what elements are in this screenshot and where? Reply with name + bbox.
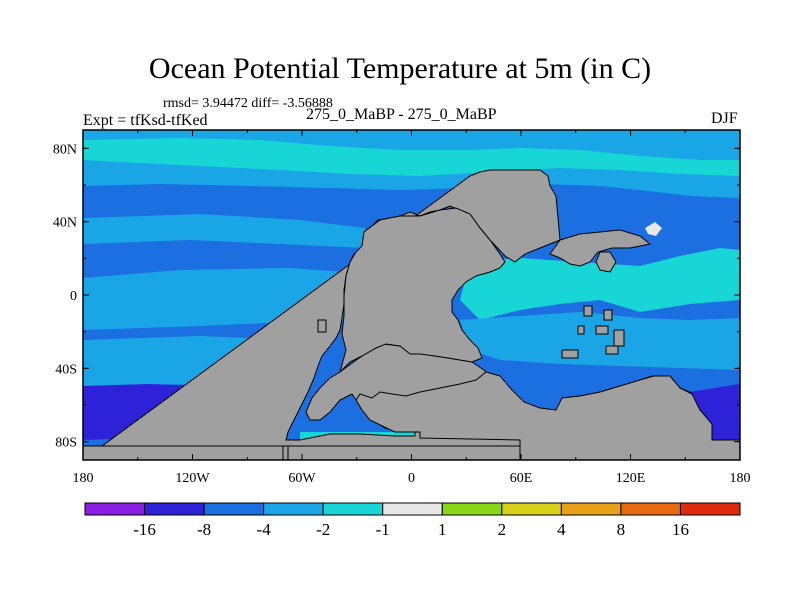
land-island-7 [561, 349, 579, 359]
colorbar-label: -4 [257, 520, 272, 539]
colorbar-swatch [84, 502, 146, 516]
colorbar-swatch [144, 502, 205, 516]
lat-tick-label: 80S [55, 436, 77, 451]
land-island-8 [317, 319, 327, 333]
map-subtitle: 275_0_MaBP - 275_0_MaBP [306, 106, 497, 123]
land-island-9 [577, 325, 585, 335]
land-island-3 [603, 309, 613, 321]
colorbar-swatch [620, 502, 681, 516]
colorbar-label: -1 [376, 520, 390, 539]
stats-text: rmsd= 3.94472 diff= -3.56888 [163, 96, 333, 111]
colorbar-label: -2 [316, 520, 330, 539]
colorbar-swatch [203, 502, 265, 516]
colorbar-label: -8 [197, 520, 211, 539]
colorbar-label: 4 [557, 520, 566, 539]
north-band [83, 214, 365, 248]
land-island-1 [595, 251, 617, 273]
season-label: DJF [711, 110, 738, 127]
lat-tick-label: 80N [53, 142, 77, 157]
lon-tick-label: 120W [175, 471, 210, 486]
land-south-mass [355, 371, 740, 460]
land-masses [83, 169, 740, 460]
lat-tick-label: 40S [55, 362, 77, 377]
lon-tick-label: 180 [73, 471, 94, 486]
colorbar-label: 16 [672, 520, 689, 539]
land-south-strip [83, 445, 284, 460]
colorbar-swatch [560, 502, 622, 516]
arctic-core [83, 138, 740, 176]
colorbar-swatch [441, 502, 503, 516]
colorbar-label: 8 [617, 520, 626, 539]
map-field [83, 130, 740, 460]
tropic-band [83, 268, 345, 330]
lat-axis: 80N 40N 0 40S 80S [53, 142, 740, 451]
lon-tick-label: 0 [408, 471, 415, 486]
colorbar-label: 2 [498, 520, 507, 539]
land-pangaea-central [339, 207, 506, 374]
colorbar: -16 -8 -4 -2 -1 1 2 4 8 16 [84, 502, 741, 539]
land-island-4 [595, 325, 609, 335]
land-east-arm [549, 229, 652, 267]
land-island-6 [605, 345, 619, 355]
colorbar-label: -16 [133, 520, 156, 539]
lat-tick-label: 0 [70, 289, 77, 304]
colorbar-swatch [382, 502, 443, 516]
lon-tick-label: 180 [730, 471, 751, 486]
tethys-water-2 [460, 312, 740, 370]
land-island-5 [613, 329, 625, 347]
lat-tick-label: 40N [53, 216, 77, 231]
experiment-label: Expt = tfKsd-tfKed [83, 112, 208, 129]
colorbar-swatch [322, 502, 384, 516]
lon-tick-label: 60W [288, 471, 316, 486]
colorbar-swatch [501, 502, 562, 516]
warm-spot-north [645, 222, 662, 236]
land-south-strip-2 [287, 445, 521, 460]
colorbar-swatch [679, 502, 741, 516]
map-title: Ocean Potential Temperature at 5m (in C) [148, 52, 652, 85]
lon-axis: 180 120W 60W 0 60E 120E 180 [73, 130, 751, 486]
land-island-2 [583, 305, 593, 317]
lon-tick-label: 120E [616, 471, 646, 486]
colorbar-label: 1 [438, 520, 447, 539]
lon-tick-label: 60E [510, 471, 533, 486]
tethys-water [460, 248, 740, 320]
colorbar-swatch [263, 502, 324, 516]
